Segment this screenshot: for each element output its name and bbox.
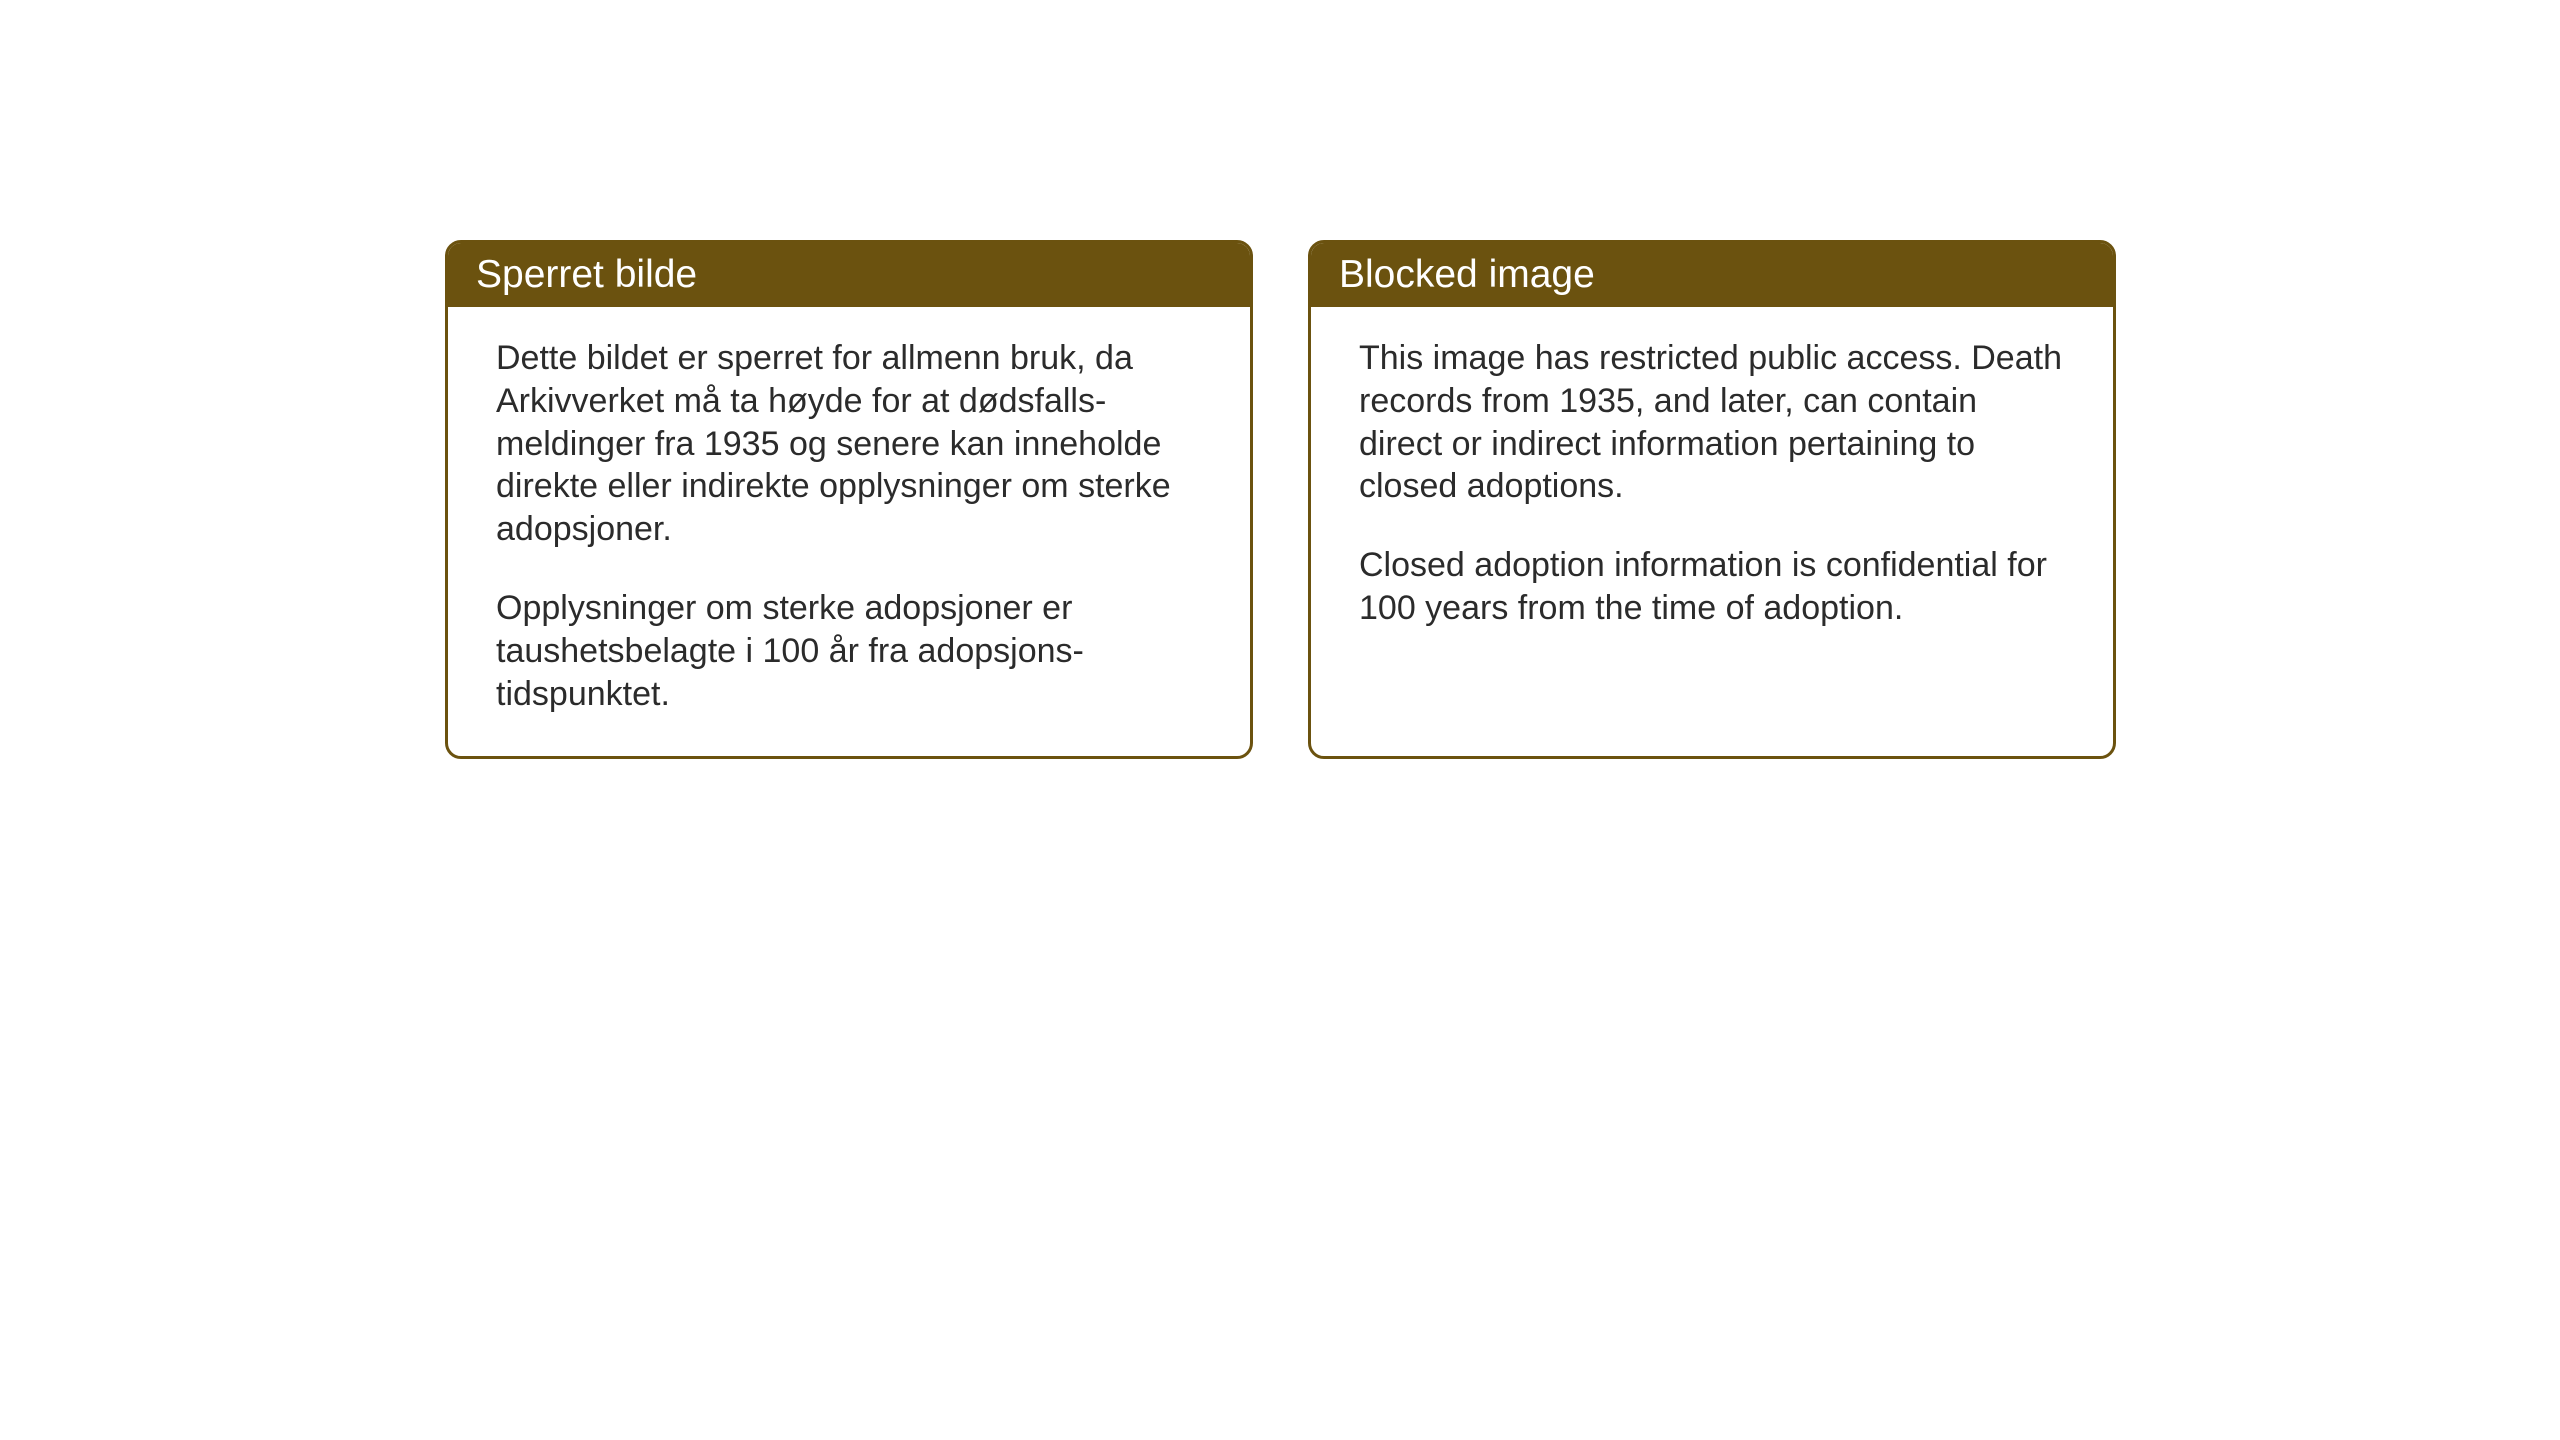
cards-container: Sperret bilde Dette bildet er sperret fo… <box>445 240 2116 759</box>
norwegian-paragraph-1: Dette bildet er sperret for allmenn bruk… <box>496 337 1202 551</box>
norwegian-card-header: Sperret bilde <box>448 243 1250 307</box>
english-card-header: Blocked image <box>1311 243 2113 307</box>
english-card-title: Blocked image <box>1339 253 1595 296</box>
norwegian-paragraph-2: Opplysninger om sterke adopsjoner er tau… <box>496 587 1202 715</box>
norwegian-card: Sperret bilde Dette bildet er sperret fo… <box>445 240 1253 759</box>
english-card: Blocked image This image has restricted … <box>1308 240 2116 759</box>
english-card-body: This image has restricted public access.… <box>1311 307 2113 670</box>
english-paragraph-1: This image has restricted public access.… <box>1359 337 2065 508</box>
norwegian-card-body: Dette bildet er sperret for allmenn bruk… <box>448 307 1250 756</box>
english-paragraph-2: Closed adoption information is confident… <box>1359 544 2065 630</box>
norwegian-card-title: Sperret bilde <box>476 253 697 296</box>
